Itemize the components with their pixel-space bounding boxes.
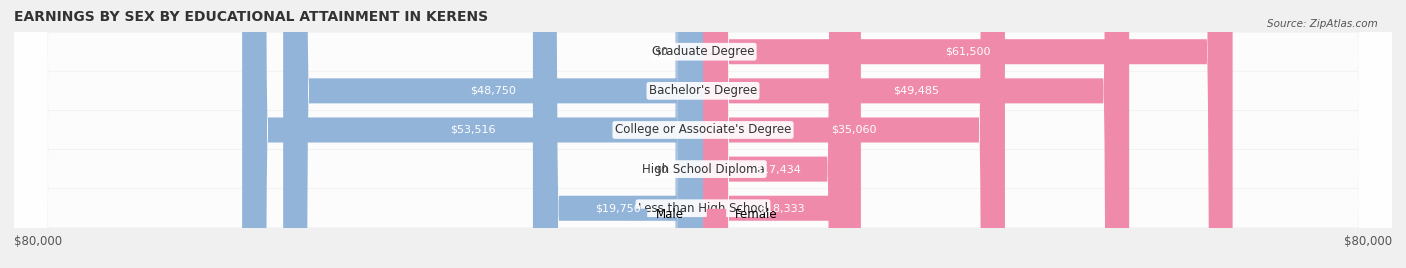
FancyBboxPatch shape (703, 0, 1129, 268)
Text: Graduate Degree: Graduate Degree (652, 45, 754, 58)
FancyBboxPatch shape (14, 0, 1392, 268)
Text: Source: ZipAtlas.com: Source: ZipAtlas.com (1267, 19, 1378, 29)
Text: $18,333: $18,333 (759, 203, 804, 213)
Text: Less than High School: Less than High School (638, 202, 768, 215)
FancyBboxPatch shape (14, 0, 1392, 268)
FancyBboxPatch shape (14, 0, 1392, 268)
Text: EARNINGS BY SEX BY EDUCATIONAL ATTAINMENT IN KERENS: EARNINGS BY SEX BY EDUCATIONAL ATTAINMEN… (14, 10, 488, 24)
Legend: Male, Female: Male, Female (624, 203, 782, 226)
Text: $53,516: $53,516 (450, 125, 495, 135)
FancyBboxPatch shape (533, 0, 703, 268)
Text: $49,485: $49,485 (893, 86, 939, 96)
FancyBboxPatch shape (703, 0, 853, 268)
Text: High School Diploma: High School Diploma (641, 163, 765, 176)
Text: College or Associate's Degree: College or Associate's Degree (614, 124, 792, 136)
Text: $80,000: $80,000 (14, 235, 62, 248)
Text: $0: $0 (655, 164, 669, 174)
Text: $19,750: $19,750 (595, 203, 641, 213)
FancyBboxPatch shape (14, 0, 1392, 268)
FancyBboxPatch shape (242, 0, 703, 268)
Text: Bachelor's Degree: Bachelor's Degree (650, 84, 756, 97)
Text: $17,434: $17,434 (755, 164, 801, 174)
Text: $48,750: $48,750 (470, 86, 516, 96)
FancyBboxPatch shape (675, 0, 703, 268)
FancyBboxPatch shape (703, 0, 860, 268)
Text: $35,060: $35,060 (831, 125, 877, 135)
Text: $0: $0 (655, 47, 669, 57)
FancyBboxPatch shape (703, 0, 1005, 268)
Text: $80,000: $80,000 (1344, 235, 1392, 248)
FancyBboxPatch shape (283, 0, 703, 268)
Text: $61,500: $61,500 (945, 47, 991, 57)
FancyBboxPatch shape (14, 0, 1392, 268)
FancyBboxPatch shape (675, 0, 703, 268)
FancyBboxPatch shape (703, 0, 1233, 268)
